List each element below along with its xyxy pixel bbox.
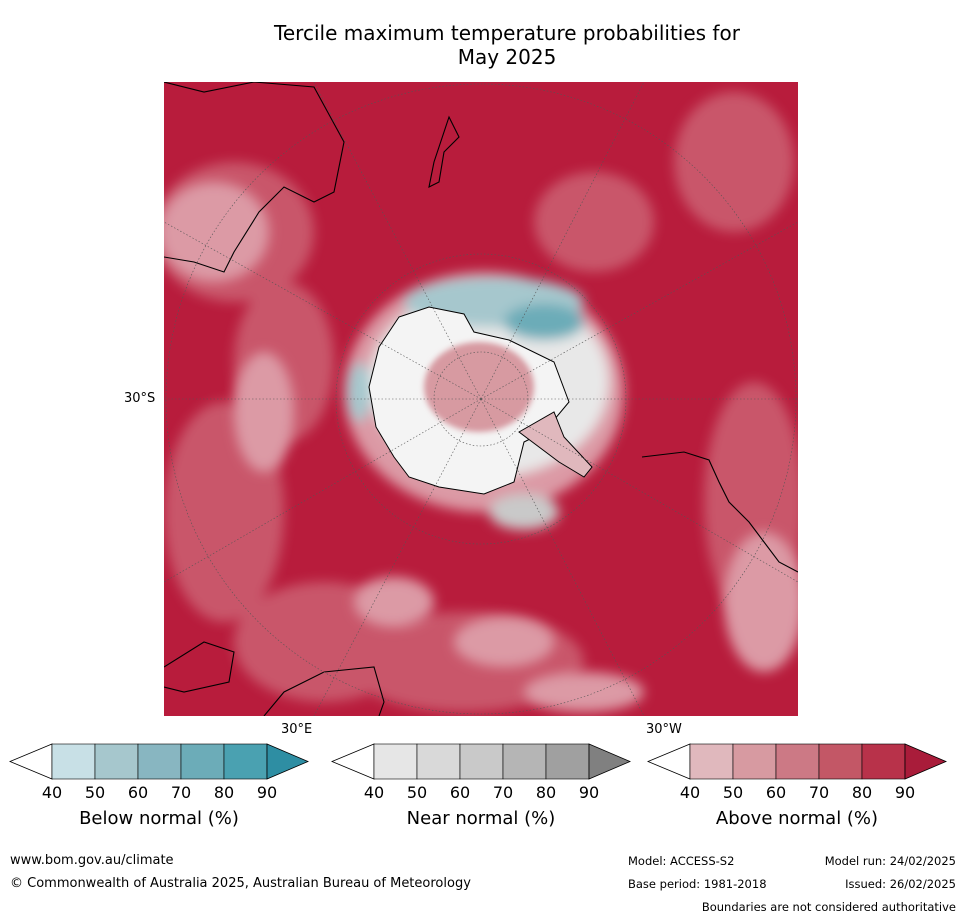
colorbar-tick-label: 90	[256, 783, 278, 802]
colorbar-tick-label: 80	[851, 783, 873, 802]
colorbar-above-ticks: 40 50 60 70 80 90	[647, 783, 947, 803]
colorbar-tick-label: 80	[535, 783, 557, 802]
colorbar-below-ticks: 40 50 60 70 80 90	[9, 783, 309, 803]
colorbar-extend-low	[9, 743, 53, 780]
colorbar-near	[331, 743, 631, 780]
footer-website: www.bom.gov.au/climate	[10, 853, 174, 868]
colorbar-bin	[416, 743, 461, 780]
polar-probability-map	[164, 82, 798, 716]
colorbar-tick-label: 70	[808, 783, 830, 802]
footer-model-run: Model run: 24/02/2025	[824, 854, 956, 868]
colorbar-tick-label: 40	[41, 783, 63, 802]
colorbar-above-label: Above normal (%)	[715, 808, 879, 829]
colorbar-tick-label: 60	[765, 783, 787, 802]
colorbar-below	[9, 743, 309, 780]
colorbar-bin	[459, 743, 504, 780]
colorbar-bin	[732, 743, 777, 780]
colorbar-extend-low	[647, 743, 691, 780]
antarctica-continent	[368, 306, 593, 495]
light-probability-patches	[164, 182, 798, 712]
map-svg	[164, 82, 798, 716]
colorbar-bin	[180, 743, 225, 780]
colorbar-bin	[94, 743, 139, 780]
colorbar-tick-label: 40	[679, 783, 701, 802]
colorbar-tick-label: 50	[722, 783, 744, 802]
graticule	[164, 82, 798, 716]
map-title: Tercile maximum temperature probabilitie…	[0, 21, 965, 69]
colorbar-tick-label: 50	[406, 783, 428, 802]
colorbar-bin	[818, 743, 863, 780]
colorbar-near-ticks: 40 50 60 70 80 90	[331, 783, 631, 803]
coastlines	[164, 82, 798, 716]
colorbar-bin	[689, 743, 734, 780]
colorbar-bin	[51, 743, 96, 780]
colorbar-tick-label: 50	[84, 783, 106, 802]
colorbar-extend-high	[588, 743, 631, 780]
colorbar-bin	[861, 743, 906, 780]
colorbar-extend-high	[266, 743, 309, 780]
footer-copyright: © Commonwealth of Australia 2025, Austra…	[10, 876, 471, 891]
colorbar-tick-label: 80	[213, 783, 235, 802]
colorbar-below-label: Below normal (%)	[79, 808, 239, 829]
colorbar-bin	[502, 743, 547, 780]
colorbar-bin	[373, 743, 418, 780]
colorbar-extend-high	[904, 743, 947, 780]
footer-disclaimer: Boundaries are not considered authoritat…	[701, 900, 956, 914]
footer-model: Model: ACCESS-S2	[628, 854, 735, 868]
lat-label-30s: 30°S	[124, 391, 156, 406]
lon-label-30w: 30°W	[646, 722, 682, 737]
colorbar-tick-label: 40	[363, 783, 385, 802]
colorbar-tick-label: 70	[492, 783, 514, 802]
title-line-2: May 2025	[457, 45, 557, 69]
lon-label-30e: 30°E	[281, 722, 313, 737]
colorbar-bin	[223, 743, 268, 780]
colorbar-tick-label: 60	[127, 783, 149, 802]
colorbar-tick-label: 70	[170, 783, 192, 802]
colorbar-bin	[545, 743, 590, 780]
title-line-1: Tercile maximum temperature probabilitie…	[274, 21, 740, 45]
footer-base-period: Base period: 1981-2018	[628, 877, 767, 891]
footer-issued: Issued: 26/02/2025	[845, 877, 956, 891]
colorbar-bin	[137, 743, 182, 780]
colorbar-near-label: Near normal (%)	[406, 808, 556, 829]
colorbar-tick-label: 60	[449, 783, 471, 802]
colorbar-tick-label: 90	[894, 783, 916, 802]
colorbar-extend-low	[331, 743, 375, 780]
colorbar-above	[647, 743, 947, 780]
colorbar-tick-label: 90	[578, 783, 600, 802]
colorbar-bin	[775, 743, 820, 780]
